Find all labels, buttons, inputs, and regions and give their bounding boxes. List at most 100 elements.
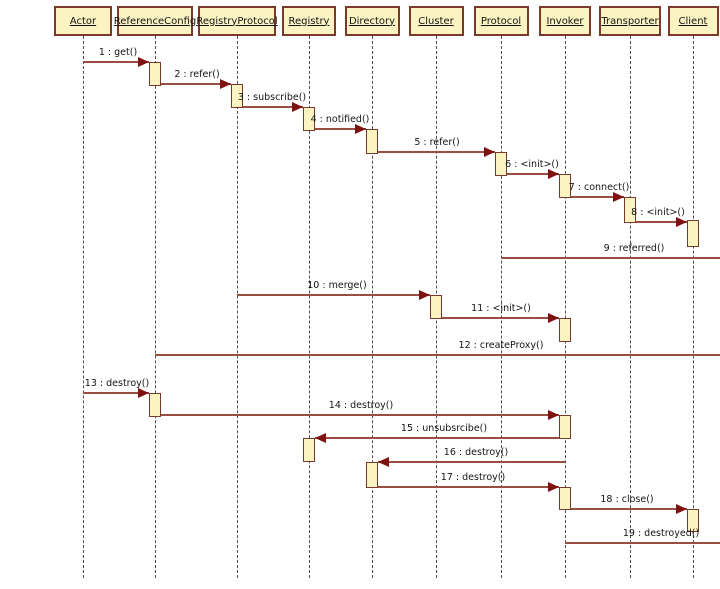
message-label-2: 2 : refer() [174, 69, 220, 80]
participant-label: Transporter [601, 15, 659, 27]
arrowhead-icon [355, 124, 366, 134]
lifeline-registryprotocol [237, 36, 238, 578]
activation-bar-transporter [624, 197, 636, 223]
arrowhead-icon [315, 433, 326, 443]
participant-cluster: Cluster [408, 6, 464, 36]
message-line-5 [378, 151, 495, 153]
arrowhead-icon [220, 79, 231, 89]
arrowhead-icon [613, 192, 624, 202]
participant-label: Actor [69, 15, 97, 27]
message-label-6: 6 : <init>() [505, 159, 559, 170]
participant-registryprotocol: RegistryProtocol [196, 6, 278, 36]
activation-bar-invoker [559, 174, 571, 198]
message-label-19: 19 : destroyed() [622, 528, 700, 539]
arrowhead-icon [378, 457, 389, 467]
participant-label: Invoker [546, 15, 584, 27]
message-line-2 [161, 83, 231, 85]
message-label-14: 14 : destroy() [328, 400, 394, 411]
activation-bar-directory [366, 129, 378, 154]
message-label-7: 7 : connect() [568, 182, 630, 193]
lifeline-invoker [565, 36, 566, 578]
message-label-1: 1 : get() [98, 47, 138, 58]
participant-client: Client [667, 6, 719, 36]
message-label-13: 13 : destroy() [84, 378, 150, 389]
participant-actor: Actor [54, 6, 112, 36]
message-label-17: 17 : destroy() [440, 472, 506, 483]
participant-label: Directory [348, 15, 396, 27]
activation-bar-invoker [559, 318, 571, 342]
participant-referenceconfig: ReferenceConfig [113, 6, 197, 36]
message-label-10: 10 : merge() [307, 280, 367, 291]
arrowhead-icon [548, 169, 559, 179]
arrowhead-icon [548, 410, 559, 420]
message-line-19 [565, 542, 720, 544]
activation-bar-client [687, 509, 699, 532]
message-line-11 [442, 317, 559, 319]
activation-bar-referenceconfig [149, 393, 161, 417]
message-line-3 [243, 106, 303, 108]
lifeline-registry [309, 36, 310, 578]
activation-bar-invoker [559, 415, 571, 439]
activation-bar-registry [303, 107, 315, 131]
message-line-18 [571, 508, 687, 510]
message-label-16: 16 : destroy() [443, 447, 509, 458]
activation-bar-referenceconfig [149, 62, 161, 86]
arrowhead-icon [676, 217, 687, 227]
message-line-17 [378, 486, 559, 488]
activation-bar-cluster [430, 295, 442, 319]
lifeline-actor [83, 36, 84, 578]
message-line-14 [161, 414, 559, 416]
activation-bar-registry [303, 438, 315, 462]
participant-directory: Directory [344, 6, 400, 36]
message-line-16 [378, 461, 565, 463]
message-line-6 [507, 173, 559, 175]
message-label-15: 15 : unsubsrcibe() [400, 423, 488, 434]
message-line-9 [501, 257, 720, 259]
message-label-9: 9 : referred() [603, 243, 665, 254]
activation-bar-directory [366, 462, 378, 488]
message-line-13 [83, 392, 149, 394]
message-label-5: 5 : refer() [414, 137, 460, 148]
participant-registry: Registry [282, 6, 336, 36]
participant-label: Protocol [480, 15, 522, 27]
message-label-3: 3 : subscribe() [237, 92, 307, 103]
arrowhead-icon [138, 57, 149, 67]
message-line-12 [155, 354, 720, 356]
participant-transporter: Transporter [599, 6, 661, 36]
participant-label: Registry [288, 15, 330, 27]
participant-protocol: Protocol [473, 6, 529, 36]
message-label-11: 11 : <init>() [471, 303, 531, 314]
participant-label: Client [678, 15, 708, 27]
lifeline-client [693, 36, 694, 578]
message-line-8 [636, 221, 687, 223]
message-label-18: 18 : close() [600, 494, 654, 505]
activation-bar-protocol [495, 152, 507, 176]
arrowhead-icon [548, 482, 559, 492]
arrowhead-icon [138, 388, 149, 398]
lifeline-referenceconfig [155, 36, 156, 578]
participant-label: Cluster [418, 15, 454, 27]
lifeline-transporter [630, 36, 631, 578]
message-label-4: 4 : notified() [310, 114, 370, 125]
message-line-15 [315, 437, 559, 439]
participant-label: RegistryProtocol [196, 15, 278, 27]
activation-bar-registryprotocol [231, 84, 243, 108]
message-line-7 [571, 196, 624, 198]
arrowhead-icon [484, 147, 495, 157]
message-line-10 [237, 294, 430, 296]
lifeline-directory [372, 36, 373, 578]
activation-bar-invoker [559, 487, 571, 510]
arrowhead-icon [548, 313, 559, 323]
message-line-1 [83, 61, 149, 63]
participant-invoker: Invoker [539, 6, 591, 36]
message-label-12: 12 : createProxy() [458, 340, 544, 351]
message-line-4 [315, 128, 366, 130]
participant-label: ReferenceConfig [113, 15, 197, 27]
activation-bar-client [687, 220, 699, 247]
lifeline-protocol [501, 36, 502, 578]
arrowhead-icon [676, 504, 687, 514]
message-label-8: 8 : <init>() [631, 207, 685, 218]
arrowhead-icon [419, 290, 430, 300]
arrowhead-icon [292, 102, 303, 112]
